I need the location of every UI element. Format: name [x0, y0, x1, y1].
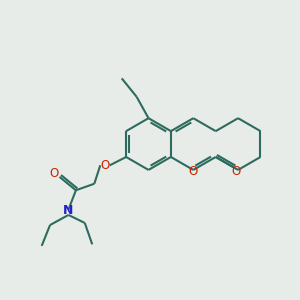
Text: O: O	[100, 159, 109, 172]
Text: O: O	[231, 165, 240, 178]
Text: O: O	[189, 165, 198, 178]
Text: O: O	[50, 167, 59, 180]
Text: N: N	[63, 204, 74, 217]
